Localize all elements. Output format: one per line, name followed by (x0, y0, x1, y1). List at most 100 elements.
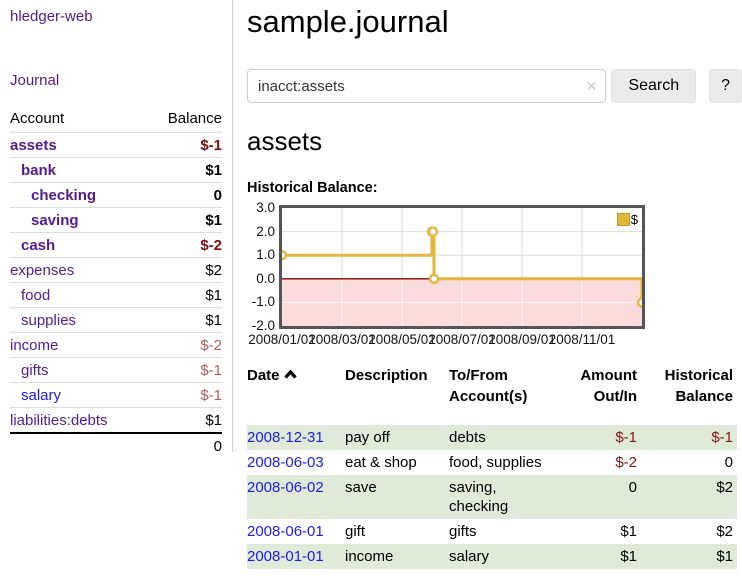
account-link-checking[interactable]: checking (31, 187, 97, 204)
transaction-accounts: salary (449, 548, 490, 565)
account-row: income $-2 (10, 332, 222, 358)
register-table: Date Description To/From Account(s) Amou… (247, 361, 737, 569)
account-balance-table: Account Balance assets $-1 bank $1 checking 0… (10, 107, 222, 458)
search-input[interactable] (247, 69, 607, 103)
transaction-accounts: food, supplies (449, 454, 542, 471)
transaction-date-link[interactable]: 2008-06-02 (247, 479, 324, 496)
sidebar: hledger-web Journal Account Balance asse… (0, 0, 233, 458)
account-link-saving[interactable]: saving (31, 212, 79, 229)
main-content: sample.journal ✕ Search ? assets Histori… (240, 0, 742, 569)
nav-journal-link[interactable]: Journal (10, 72, 60, 89)
account-balance: $-1 (146, 382, 222, 408)
account-table-header-row: Account Balance (10, 107, 222, 133)
transaction-date-link[interactable]: 2008-06-03 (247, 454, 324, 471)
account-row: checking 0 (10, 182, 222, 208)
transaction-description: pay off (345, 429, 390, 446)
account-heading: assets (247, 126, 323, 156)
y-axis-tick: 1.0 (256, 247, 275, 263)
transaction-balance: $2 (716, 523, 733, 540)
search-input-wrap: ✕ (247, 69, 607, 103)
total-row: 0 (10, 432, 222, 458)
account-link-gifts[interactable]: gifts (21, 362, 49, 379)
account-balance: $1 (146, 407, 222, 433)
register-row: 2008-06-02 save saving, checking 0 $2 (247, 475, 737, 519)
date-header-label: Date (247, 367, 280, 384)
tofrom-column-header: To/From Account(s) (449, 367, 528, 405)
account-row: saving $1 (10, 207, 222, 233)
register-row: 2008-01-01 income salary $1 $1 (247, 544, 737, 569)
account-row: expenses $2 (10, 257, 222, 283)
register-rows: 2008-12-31 pay off debts $-1 $-1 2008-06-03 ea… (247, 425, 737, 569)
register-row: 2008-06-03 eat & shop food, supplies $-2 0 (247, 450, 737, 475)
clear-search-icon[interactable]: ✕ (585, 78, 598, 94)
register-row: 2008-06-01 gift gifts $1 $2 (247, 519, 737, 544)
x-axis-tick: 2008/03/01 (308, 332, 376, 347)
account-link-supplies[interactable]: supplies (21, 312, 77, 329)
account-link-salary[interactable]: salary (21, 387, 62, 404)
transaction-date-link[interactable]: 2008-01-01 (247, 548, 324, 565)
register-header-row: Date Description To/From Account(s) Amou… (247, 361, 737, 425)
description-column-header: Description (345, 367, 428, 384)
account-link-liabilities-debts[interactable]: liabilities:debts (10, 412, 108, 429)
transaction-amount: 0 (628, 479, 637, 496)
transaction-description: income (345, 548, 394, 565)
transaction-balance: $-1 (711, 429, 733, 446)
account-balance: $-1 (146, 132, 222, 158)
account-balance: $1 (146, 207, 222, 233)
account-link-income[interactable]: income (10, 337, 59, 354)
transaction-date-link[interactable]: 2008-12-31 (247, 429, 324, 446)
brand-link[interactable]: hledger-web (10, 8, 93, 25)
historical-balance-chart: 3.0 2.0 1.0 0.0 -1.0 -2.0 $ 2008/01/01 2008/03… (247, 200, 742, 348)
account-row: liabilities:debts $1 (10, 407, 222, 433)
search-form: ✕ Search ? (247, 69, 742, 103)
account-row: supplies $1 (10, 307, 222, 333)
account-balance: $1 (146, 282, 222, 308)
transaction-description: gift (345, 523, 366, 540)
transaction-balance: $2 (716, 479, 733, 496)
y-axis-tick: -2.0 (251, 318, 275, 333)
x-axis-tick: 2008/09/01 (488, 332, 556, 347)
account-balance: $2 (146, 257, 222, 283)
transaction-amount: $1 (620, 523, 637, 540)
account-link-bank[interactable]: bank (21, 162, 57, 179)
legend-swatch-icon (616, 213, 630, 226)
total-balance: 0 (146, 432, 222, 458)
x-axis-tick: 2008/01/01 (248, 332, 316, 347)
account-rows: assets $-1 bank $1 checking 0 saving $1 cash $-2 e… (10, 132, 222, 433)
date-column-header[interactable]: Date (247, 361, 345, 425)
transaction-balance: 0 (724, 454, 733, 471)
chart-title: Historical Balance: (247, 180, 378, 196)
account-link-food[interactable]: food (21, 287, 51, 304)
account-balance: $-1 (146, 357, 222, 383)
account-column-header: Account (10, 110, 65, 127)
transaction-amount: $1 (620, 548, 637, 565)
total-row-spacer (10, 432, 147, 458)
account-row: salary $-1 (10, 382, 222, 408)
historical-balance-column-header: Historical Balance (664, 367, 733, 405)
page-title: sample.journal (247, 4, 449, 39)
transaction-date-link[interactable]: 2008-06-01 (247, 523, 324, 540)
y-axis-tick: 3.0 (256, 200, 275, 215)
x-axis-tick: 2008/11/01 (548, 332, 616, 347)
transaction-description: save (345, 479, 377, 496)
amount-column-header: Amount Out/In (580, 367, 637, 405)
x-axis-tick: 2008/05/01 (368, 332, 436, 347)
account-balance: 0 (146, 182, 222, 208)
chart-legend: $ (616, 212, 638, 227)
y-axis-tick: 0.0 (256, 270, 275, 286)
help-button[interactable]: ? (709, 69, 742, 103)
account-balance: $1 (146, 307, 222, 333)
account-balance: $1 (146, 157, 222, 183)
account-link-expenses[interactable]: expenses (10, 262, 75, 279)
transaction-amount: $-2 (615, 454, 637, 471)
transaction-accounts: gifts (449, 523, 477, 540)
account-link-cash[interactable]: cash (21, 237, 56, 254)
transaction-balance: $1 (716, 548, 733, 565)
legend-label: $ (630, 212, 638, 227)
account-balance: $-2 (146, 332, 222, 358)
chart-canvas (282, 208, 642, 326)
account-row: cash $-2 (10, 232, 222, 258)
search-button[interactable]: Search (611, 69, 697, 103)
account-row: bank $1 (10, 157, 222, 183)
account-link-assets[interactable]: assets (10, 137, 57, 154)
